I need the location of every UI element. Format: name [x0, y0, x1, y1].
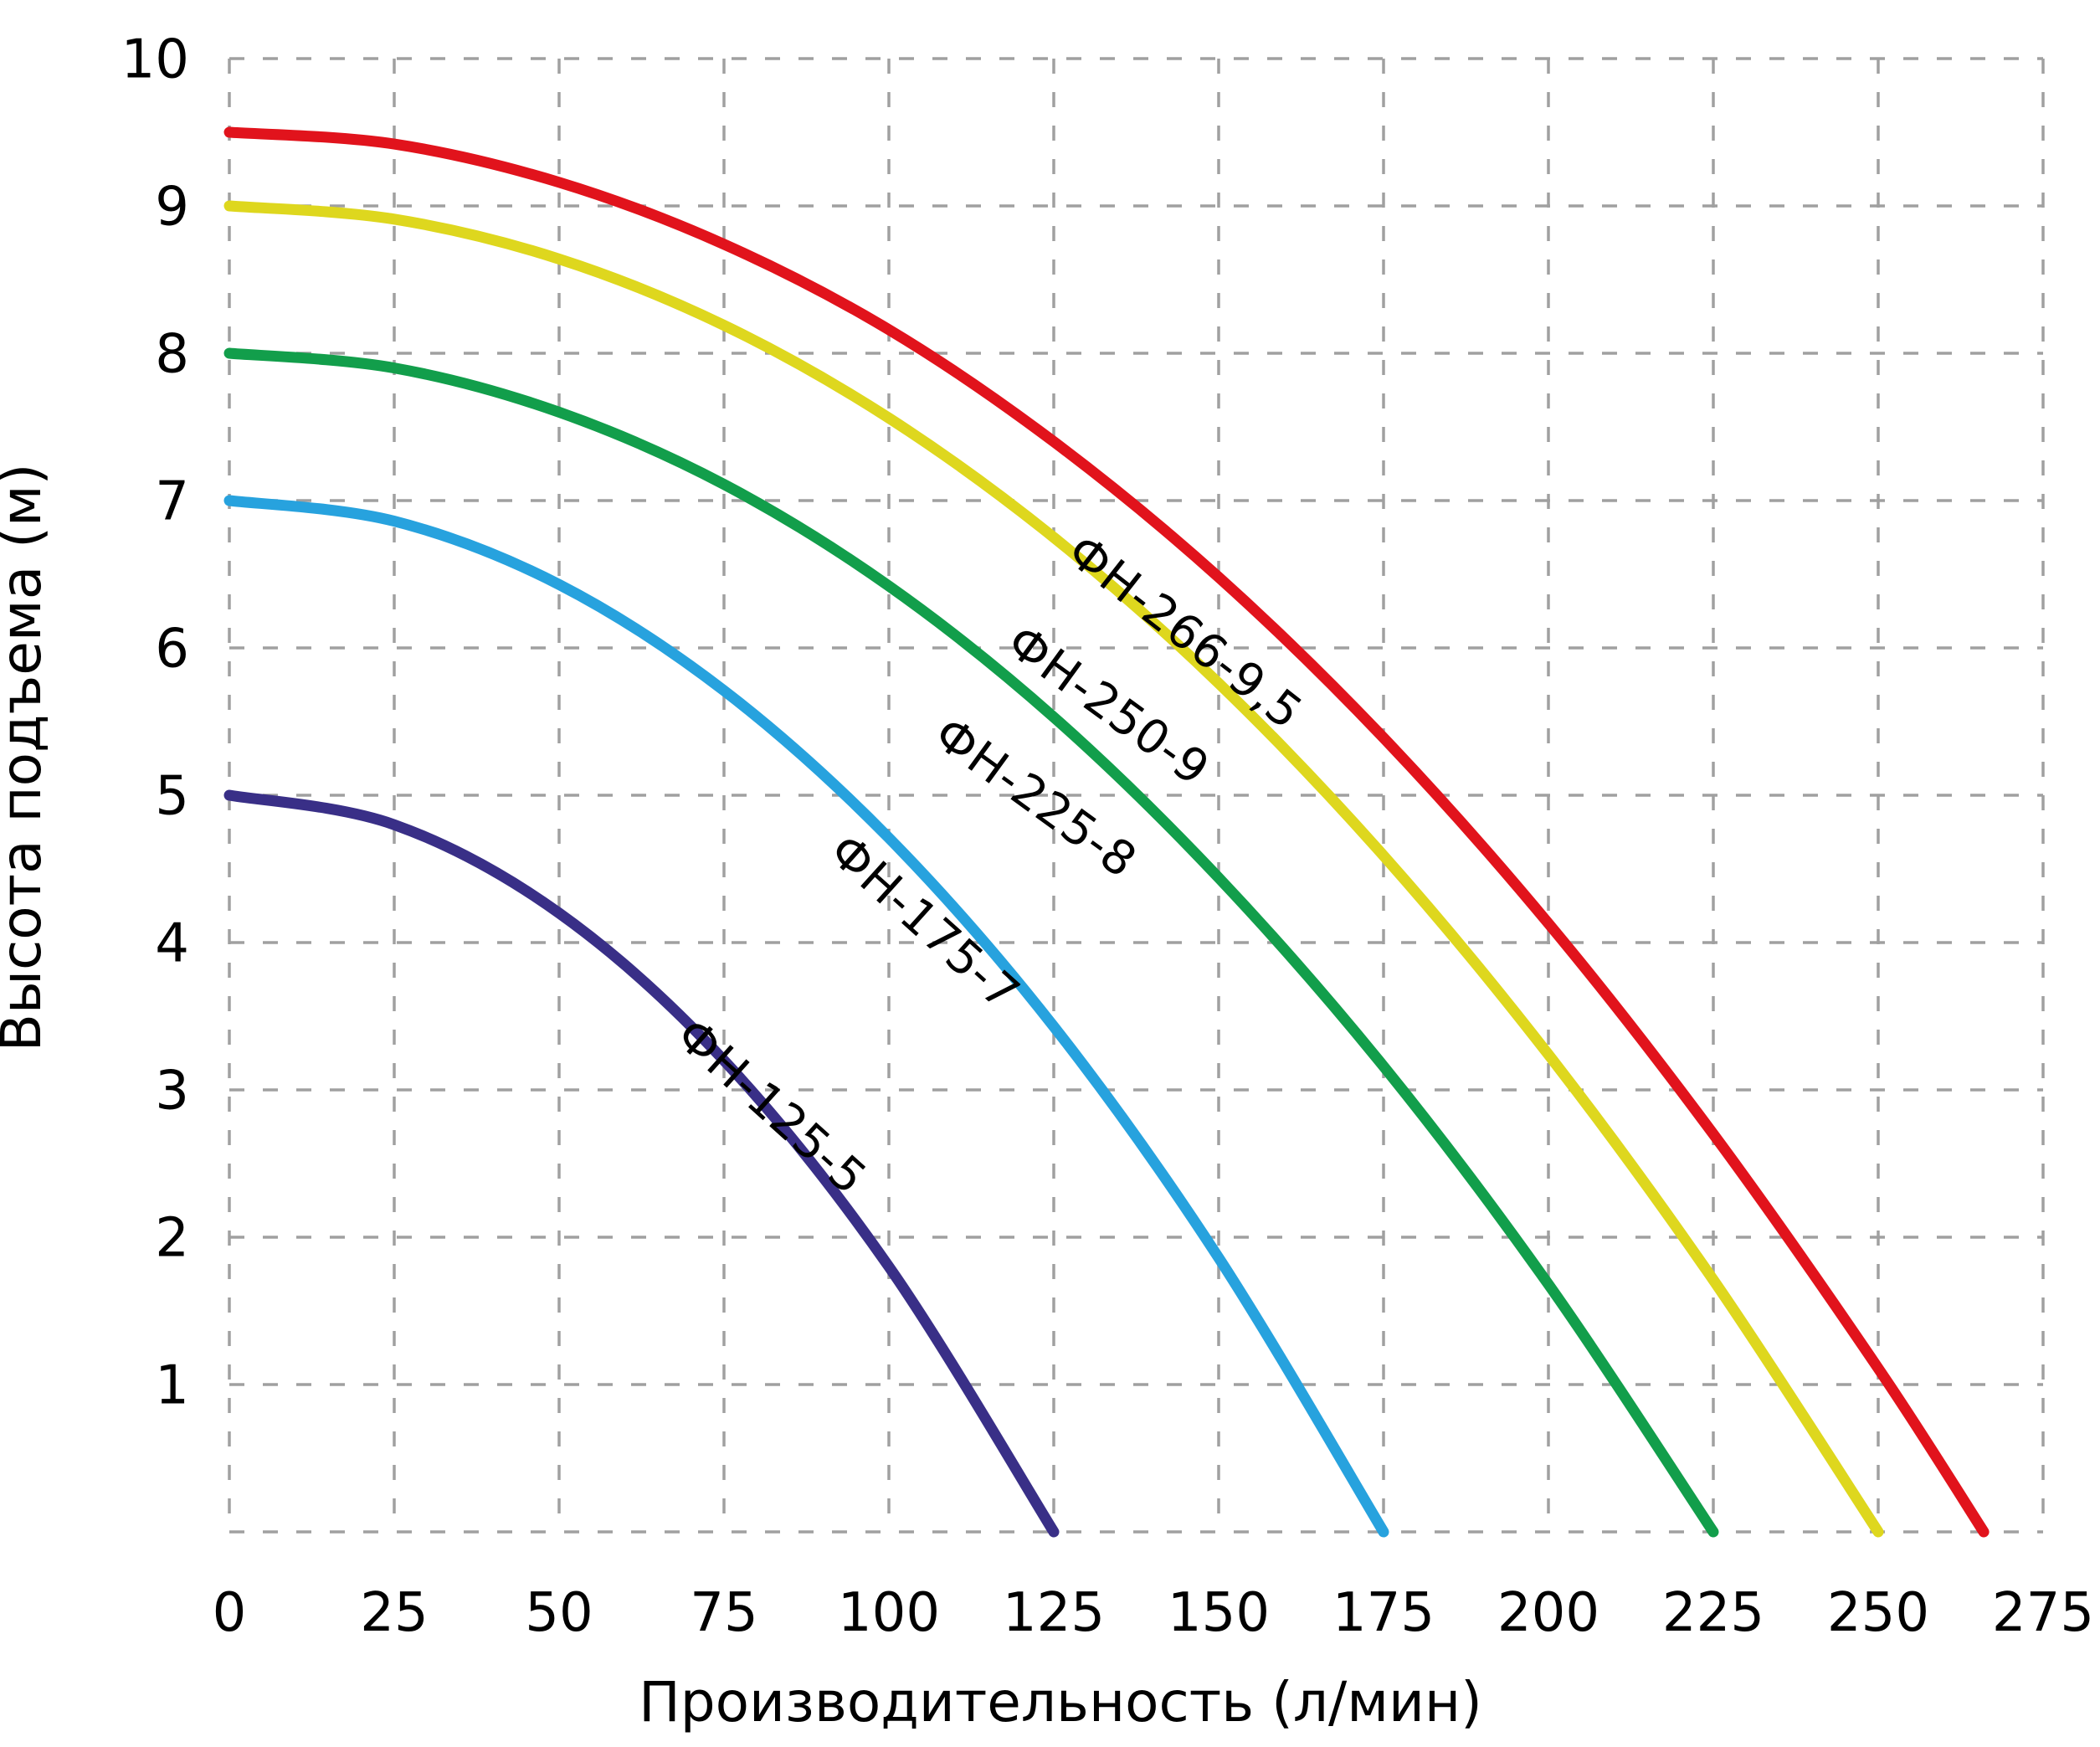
x-tick-label: 275 [1992, 1582, 2094, 1644]
x-tick-label: 25 [360, 1582, 428, 1644]
x-axis-title: Производительность (л/мин) [639, 1670, 1482, 1734]
x-tick-label: 75 [690, 1582, 757, 1644]
y-tick-label: 7 [155, 470, 189, 532]
y-tick-label: 2 [155, 1207, 189, 1269]
y-tick-label: 3 [155, 1060, 189, 1122]
y-tick-label: 6 [155, 618, 189, 680]
y-tick-label: 10 [121, 28, 189, 90]
x-tick-label: 225 [1662, 1582, 1764, 1644]
y-tick-label: 5 [155, 765, 189, 827]
series-curve [223, 126, 1990, 1538]
x-tick-label: 175 [1332, 1582, 1435, 1644]
y-tick-label: 9 [155, 176, 189, 238]
x-tick-label: 100 [838, 1582, 940, 1644]
x-tick-label: 125 [1003, 1582, 1105, 1644]
series-curve [223, 200, 1884, 1538]
series-curve-label: ФН-175-7 [819, 824, 1030, 1021]
tick-layer: 0 25 50 75 100 125 150 175 200 225 250 275 1 2 3 4 5 6 7 8 9… [121, 28, 2095, 1644]
y-tick-label: 8 [155, 323, 189, 385]
y-tick-label: 1 [155, 1354, 189, 1416]
series-curve [223, 789, 1060, 1538]
x-tick-label: 250 [1827, 1582, 1929, 1644]
y-axis-title: Высота подъема (м) [0, 464, 54, 1052]
x-tick-label: 200 [1497, 1582, 1599, 1644]
series-curve [223, 495, 1389, 1538]
series-layer [223, 126, 1990, 1538]
curve-label-layer: ФН-266-9,5ФН-250-9ФН-225-8ФН-175-7ФН-125… [665, 524, 1312, 1205]
series-curve-label: ФН-125-5 [665, 1008, 877, 1205]
y-tick-label: 4 [155, 912, 189, 974]
x-tick-label: 50 [525, 1582, 593, 1644]
x-tick-label: 0 [213, 1582, 247, 1644]
x-tick-label: 150 [1168, 1582, 1270, 1644]
series-curve [223, 347, 1719, 1538]
